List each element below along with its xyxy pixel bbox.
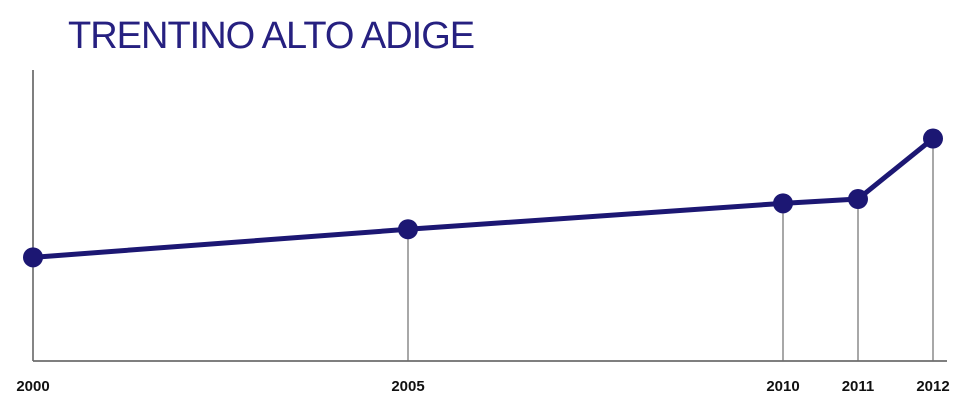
x-tick-label-2012: 2012 [916, 378, 949, 395]
data-point-2012 [923, 128, 943, 149]
series-line [30, 136, 936, 260]
series-line-layer [30, 136, 936, 260]
chart-title: TRENTINO ALTO ADIGE [68, 15, 475, 57]
x-tick-label-2005: 2005 [391, 378, 424, 395]
x-tick-label-2011: 2011 [842, 378, 875, 395]
data-points [23, 128, 943, 268]
drop-lines [32, 138, 934, 361]
x-tick-label-2010: 2010 [766, 378, 799, 395]
x-tick-label-2000: 2000 [16, 378, 49, 395]
x-tick-labels: 2000 2005 2010 2011 2012 [16, 378, 949, 395]
axes [32, 70, 947, 362]
data-point-2000 [23, 247, 43, 268]
data-point-2005 [398, 219, 418, 240]
data-point-2011 [848, 189, 868, 210]
data-point-2010 [773, 193, 793, 214]
